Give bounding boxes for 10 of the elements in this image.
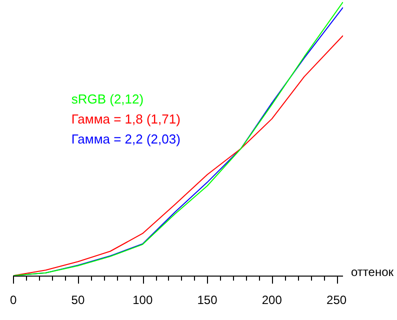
x-tick-label: 100 bbox=[132, 293, 153, 308]
x-tick-label: 150 bbox=[197, 293, 218, 308]
x-tick-label: 250 bbox=[326, 293, 347, 308]
text: Гамма = 1,8 (1,71) bbox=[71, 112, 180, 127]
text: sRGB (2,12) bbox=[71, 92, 144, 107]
x-tick-label: 0 bbox=[10, 293, 17, 308]
x-axis-title: оттенок bbox=[351, 264, 394, 279]
text: Гамма = 2,2 (2,03) bbox=[71, 132, 180, 147]
x-tick-label: 200 bbox=[262, 293, 282, 308]
x-tick-label: 50 bbox=[71, 293, 85, 308]
